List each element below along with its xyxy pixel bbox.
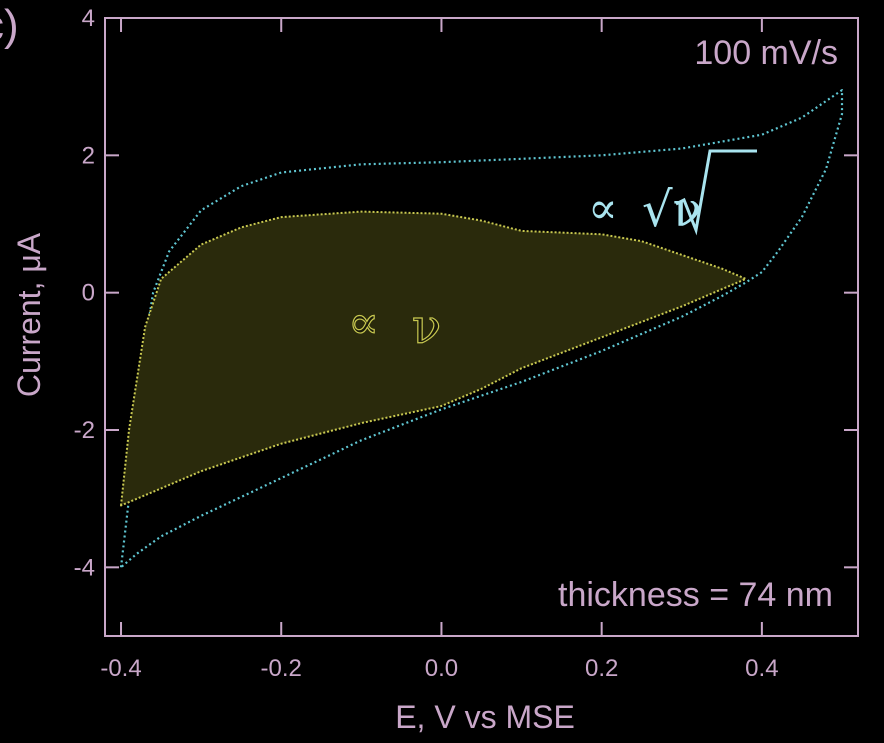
x-tick-label: -0.2 xyxy=(261,655,302,682)
x-tick-label: 0.0 xyxy=(425,655,458,682)
y-axis-title: Current, μA xyxy=(11,232,47,397)
y-tick-label: 2 xyxy=(82,142,95,169)
y-tick-label: 0 xyxy=(82,280,95,307)
series-layer xyxy=(119,89,844,569)
scan-rate-annotation: 100 mV/s xyxy=(694,34,838,72)
outer-proportional-symbol: ∝ xyxy=(588,183,618,234)
y-tick-label: -4 xyxy=(74,554,95,581)
x-tick-label: 0.2 xyxy=(585,655,618,682)
outer-cv-curve xyxy=(119,89,844,569)
plot-frame xyxy=(104,17,859,637)
y-tick-label: -2 xyxy=(74,417,95,444)
tick-labels-layer: -0.4 -0.2 0.0 0.2 0.4 -4 -2 0 2 4 xyxy=(74,5,779,682)
inner-nu-label: ν xyxy=(412,299,441,355)
ticks-layer xyxy=(105,17,858,636)
y-tick-label: 4 xyxy=(82,5,95,32)
panel-label: c) xyxy=(0,1,19,50)
x-tick-label: -0.4 xyxy=(100,655,141,682)
sqrt-radical-sign xyxy=(675,149,757,236)
inner-cv-curve xyxy=(120,210,747,507)
thickness-annotation: thickness = 74 nm xyxy=(558,576,833,614)
x-axis-title: E, V vs MSE xyxy=(395,699,575,735)
outer-sqrt-nu-label: √ν xyxy=(642,182,702,238)
x-tick-label: 0.4 xyxy=(745,655,778,682)
inner-proportional-symbol: ∝ xyxy=(348,295,379,349)
